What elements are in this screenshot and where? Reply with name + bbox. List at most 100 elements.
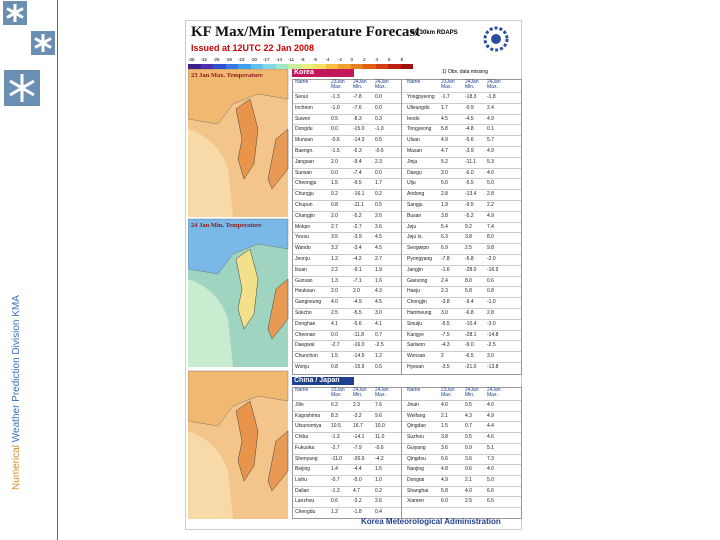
- row-line: [293, 318, 521, 320]
- column-header: 24Jan Max.: [375, 79, 389, 90]
- table-cell: Munsan: [295, 137, 313, 144]
- table-cell: 0.2: [331, 191, 338, 198]
- table-cell: -3.9: [465, 148, 474, 154]
- table-cell: -1.3: [331, 487, 340, 494]
- row-line: [293, 453, 521, 455]
- map-japan: [267, 430, 289, 492]
- table-cell: -5.0: [353, 476, 362, 483]
- table-cell: 0.2: [375, 191, 382, 198]
- table-cell: -16.1: [353, 191, 365, 198]
- map-sea: [188, 431, 233, 519]
- row-line: [293, 286, 521, 288]
- table-cell: 4.9: [487, 115, 494, 122]
- table-title: Korea: [292, 69, 354, 77]
- scale-label: 2: [363, 57, 366, 62]
- table-cell: -15.0: [353, 126, 365, 133]
- scale-label: -23: [238, 57, 245, 62]
- table-cell: 8.0: [487, 234, 494, 241]
- table-cell: -6.8: [465, 310, 474, 316]
- table-cell: Baengn.: [295, 148, 314, 154]
- map-japan: [267, 278, 289, 340]
- map-land: [188, 218, 289, 275]
- table-cell: Chiba: [295, 434, 309, 441]
- table-cell: -4.4: [353, 466, 362, 473]
- table-cell: -2.5: [375, 342, 384, 349]
- table-cell: Chengdu: [295, 509, 316, 515]
- table-cell: Andong: [407, 191, 425, 198]
- row-line: [293, 474, 521, 476]
- column-header: Name: [407, 79, 421, 85]
- table-cell: Jeonju: [295, 256, 310, 262]
- subtitle: by 30km RDAPS: [411, 30, 458, 36]
- table-cell: -1.3: [331, 434, 340, 441]
- table-cell: 9.8: [487, 245, 494, 252]
- table-cell: -1.8: [487, 94, 496, 100]
- table-cell: -5.6: [465, 137, 474, 144]
- column-header: 23Jan Max.: [441, 387, 455, 398]
- forecast-sheet: KF Max/Min Temperature Forecast by 30km …: [185, 20, 522, 530]
- table-cell: 0.2: [375, 487, 382, 494]
- map-panel: 24 Jan Min. Temperature: [188, 218, 289, 367]
- row-line: [293, 362, 521, 363]
- table-cell: -1.5: [331, 148, 340, 154]
- row-line: [293, 329, 521, 331]
- scale-swatch: [288, 64, 301, 69]
- table-cell: 4.9: [487, 412, 494, 419]
- table-cell: 6.3: [441, 234, 448, 241]
- scale-label: -17: [263, 57, 270, 62]
- table-cell: -9.4: [465, 299, 474, 306]
- table-cell: 5.8: [465, 288, 472, 295]
- table-cell: 0.0: [375, 104, 382, 111]
- table-cell: -9.1: [353, 266, 362, 273]
- table-cell: 0.5: [375, 202, 382, 208]
- row-line: [293, 92, 521, 93]
- table-cell: 2.8: [487, 310, 494, 316]
- table-cell: -11.1: [353, 202, 365, 208]
- row-line: [293, 400, 521, 401]
- table-cell: 16.7: [353, 423, 363, 430]
- table-cell: Tongyeong: [407, 126, 432, 133]
- sidebar-text: Numerical: [11, 442, 22, 490]
- table-cell: Heuksan: [295, 288, 315, 295]
- scale-swatch: [238, 64, 251, 69]
- table-cell: 2.8: [487, 191, 494, 198]
- table-cell: 6.5: [487, 498, 494, 505]
- table-cell: 5.2: [441, 158, 448, 165]
- table-cell: 2.4: [487, 104, 494, 111]
- table-cell: Busan: [407, 212, 422, 219]
- table-cell: 0.6: [331, 498, 338, 505]
- scale-swatch: [300, 64, 313, 69]
- table-cell: -2.5: [487, 342, 496, 349]
- map-sea: [188, 129, 233, 217]
- table-cell: 5.1: [487, 444, 494, 451]
- table-cell: 2.5: [331, 310, 338, 316]
- table-cell: 4.7: [353, 487, 360, 494]
- table-cell: Daegu: [407, 169, 422, 176]
- table-cell: 4.6: [487, 434, 494, 441]
- table-cell: Wonsan: [407, 353, 426, 360]
- table-cell: 2.1: [465, 476, 472, 483]
- scale-label: 8: [400, 57, 404, 62]
- scale-swatch: [188, 64, 201, 69]
- column-header: Name: [407, 387, 421, 393]
- row-line: [293, 243, 521, 245]
- table-cell: Lanzhou: [295, 498, 315, 505]
- table-cell: Yeosu: [295, 234, 309, 241]
- table-cell: -0.6: [331, 137, 340, 144]
- table-cell: 0.5: [465, 402, 472, 408]
- table-cell: 1.6: [375, 277, 382, 284]
- row-line: [293, 232, 521, 234]
- map-panel: [188, 370, 289, 519]
- column-header: 24Jan Min.: [465, 387, 479, 398]
- table-cell: -28.0: [465, 266, 477, 273]
- table-cell: 5.8: [441, 487, 448, 494]
- scale-label: 0: [350, 57, 354, 62]
- scale-swatch: [388, 64, 401, 69]
- map-sea: [188, 279, 233, 367]
- table-cell: -3.9: [353, 234, 362, 241]
- table-cell: Dongtai: [407, 476, 425, 483]
- table-cell: 4.3: [465, 412, 472, 419]
- title: KF Max/Min Temperature Forecast: [191, 24, 421, 40]
- row-line: [293, 210, 521, 212]
- table-cell: 0.0: [331, 331, 338, 338]
